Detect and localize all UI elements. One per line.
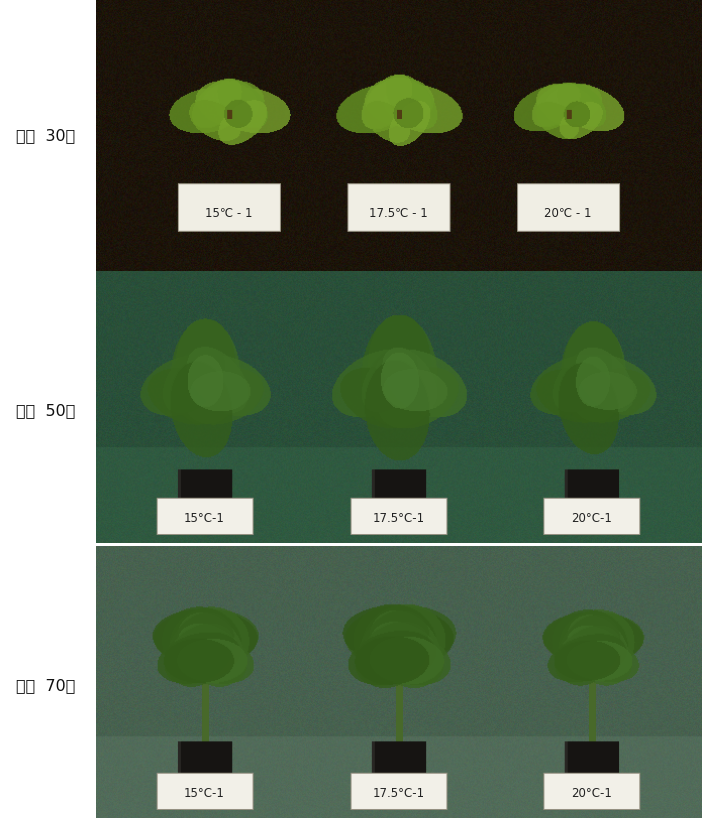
Text: 생육  70일: 생육 70일 xyxy=(16,678,76,693)
Text: 생육  50일: 생육 50일 xyxy=(16,403,76,418)
Text: 15°C-1: 15°C-1 xyxy=(184,787,225,800)
Text: 17.5°C-1: 17.5°C-1 xyxy=(372,787,424,800)
Text: 생육  30일: 생육 30일 xyxy=(16,128,76,143)
Text: 20℃ - 1: 20℃ - 1 xyxy=(544,207,591,219)
Text: 15°C-1: 15°C-1 xyxy=(184,512,225,525)
Text: 20°C-1: 20°C-1 xyxy=(571,512,612,525)
Text: 17.5°C-1: 17.5°C-1 xyxy=(372,512,424,525)
Text: 15℃ - 1: 15℃ - 1 xyxy=(205,207,253,219)
Text: 20°C-1: 20°C-1 xyxy=(571,787,612,800)
Text: 17.5℃ - 1: 17.5℃ - 1 xyxy=(369,207,428,219)
